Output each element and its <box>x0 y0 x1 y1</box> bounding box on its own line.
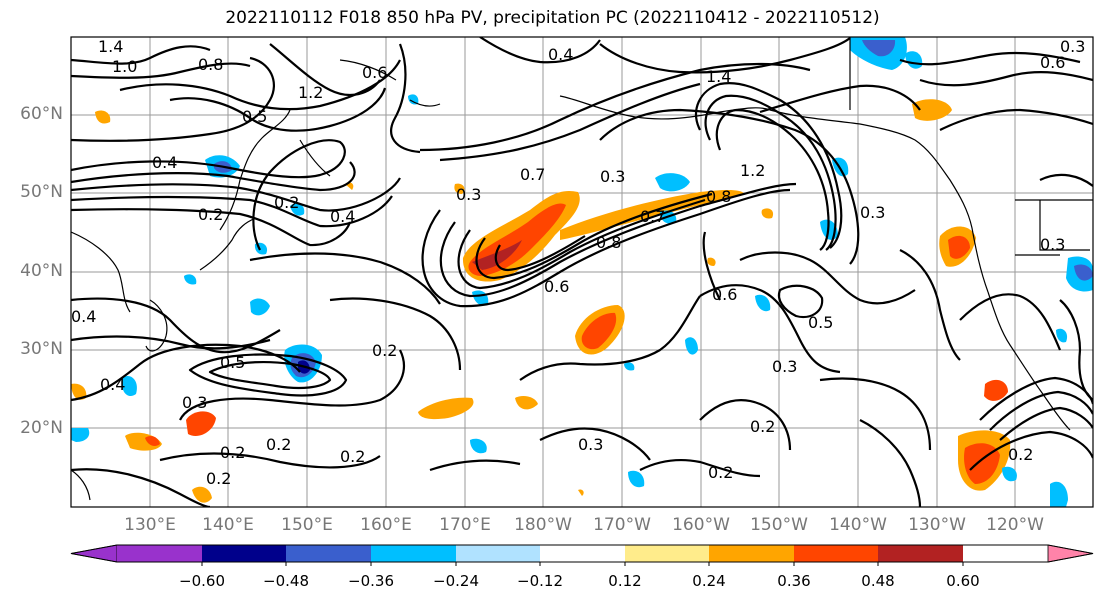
lon-label: 120°W <box>986 515 1044 535</box>
colorbar-tick-label: −0.60 <box>179 572 225 590</box>
colorbar-segment <box>456 545 540 562</box>
contour-labels: 1.4 1.0 0.8 0.6 1.2 0.5 0.4 0.3 0.2 0.7 … <box>71 37 1085 488</box>
map-title: 2022110112 F018 850 hPa PV, precipitatio… <box>225 8 880 28</box>
contour-label: 0.5 <box>242 107 267 126</box>
colorbar-tick-label: −0.12 <box>517 572 563 590</box>
contour-label: 0.6 <box>544 277 569 296</box>
colorbar-tick-label: −0.36 <box>348 572 394 590</box>
contour-label: 1.4 <box>706 67 731 86</box>
contour-label: 0.4 <box>548 45 573 64</box>
contour-label: 0.2 <box>206 469 231 488</box>
colorbar-extend-high <box>1047 544 1094 563</box>
colorbar-tick-label: 0.60 <box>946 572 980 590</box>
colorbar-outline <box>70 544 1094 563</box>
contour-label: 0.2 <box>340 447 365 466</box>
contour-label: 0.5 <box>220 353 245 372</box>
lon-label: 170°W <box>593 515 651 535</box>
contour-label: 0.2 <box>372 341 397 360</box>
contour-label: 0.2 <box>750 417 775 436</box>
lon-label: 140°W <box>829 515 887 535</box>
colorbar-extend-low <box>70 544 118 563</box>
contour-label: 1.0 <box>112 57 137 76</box>
colorbar-tick-label: −0.48 <box>263 572 309 590</box>
map-frame <box>70 36 1094 508</box>
lat-label: 30°N <box>20 339 63 359</box>
contour-label: 0.4 <box>330 207 355 226</box>
contour-label: 1.2 <box>298 83 323 102</box>
lat-label: 40°N <box>20 261 63 281</box>
precip-shading <box>71 37 1093 507</box>
colorbar-tick-label: 0.36 <box>777 572 811 590</box>
lon-label: 160°E <box>360 515 412 535</box>
colorbar-segment <box>202 545 286 562</box>
lon-label: 180°W <box>514 515 572 535</box>
contour-label: 0.4 <box>100 375 125 394</box>
contour-label: 1.4 <box>98 37 123 56</box>
contour-label: 0.3 <box>860 203 885 222</box>
contour-label: 0.8 <box>198 55 223 74</box>
contour-label: 0.6 <box>712 285 737 304</box>
lat-label: 20°N <box>20 418 63 438</box>
contour-label: 1.2 <box>740 161 765 180</box>
lon-label: 170°E <box>439 515 491 535</box>
contour-label: 0.2 <box>274 193 299 212</box>
lon-label: 140°E <box>202 515 254 535</box>
contour-label: 0.6 <box>362 63 387 82</box>
colorbar <box>70 544 1094 566</box>
contour-label: 0.3 <box>1040 235 1065 254</box>
lon-label: 160°W <box>672 515 730 535</box>
contour-label: 0.2 <box>198 205 223 224</box>
colorbar-segment <box>709 545 794 562</box>
colorbar-tick-label: 0.24 <box>692 572 726 590</box>
colorbar-segment <box>878 545 963 562</box>
contour-label: 0.2 <box>708 463 733 482</box>
colorbar-tick-label: 0.48 <box>861 572 895 590</box>
coastlines <box>71 37 1093 501</box>
lon-label: 150°E <box>281 515 333 535</box>
contour-label: 0.2 <box>1008 445 1033 464</box>
contour-label: 0.2 <box>220 443 245 462</box>
contour-label: 0.3 <box>182 393 207 412</box>
contour-label: 0.8 <box>706 187 731 206</box>
colorbar-segment <box>540 545 625 562</box>
contour-label: 0.2 <box>266 435 291 454</box>
contour-label: 0.4 <box>152 153 177 172</box>
colorbar-tick-label: 0.12 <box>608 572 642 590</box>
contour-label: 0.7 <box>640 207 665 226</box>
colorbar-segment <box>117 545 202 562</box>
contour-label: 0.8 <box>596 233 621 252</box>
contour-label: 0.3 <box>772 357 797 376</box>
lon-label: 150°W <box>750 515 808 535</box>
lon-label: 130°E <box>124 515 176 535</box>
lat-label: 50°N <box>20 182 63 202</box>
colorbar-segment <box>371 545 456 562</box>
colorbar-segment <box>286 545 371 562</box>
colorbar-segment <box>625 545 709 562</box>
lat-label: 60°N <box>20 104 63 124</box>
pv-contours <box>71 37 1093 507</box>
contour-label: 0.5 <box>808 313 833 332</box>
contour-label: 0.3 <box>600 167 625 186</box>
contour-label: 0.3 <box>578 435 603 454</box>
contour-label: 0.7 <box>520 165 545 184</box>
lon-label: 130°W <box>908 515 966 535</box>
contour-label: 0.6 <box>1040 53 1065 72</box>
contour-label: 0.4 <box>71 307 96 326</box>
colorbar-tick-label: −0.24 <box>433 572 479 590</box>
colorbar-segment <box>794 545 878 562</box>
contour-label: 0.3 <box>456 185 481 204</box>
contour-label: 0.3 <box>1060 37 1085 56</box>
